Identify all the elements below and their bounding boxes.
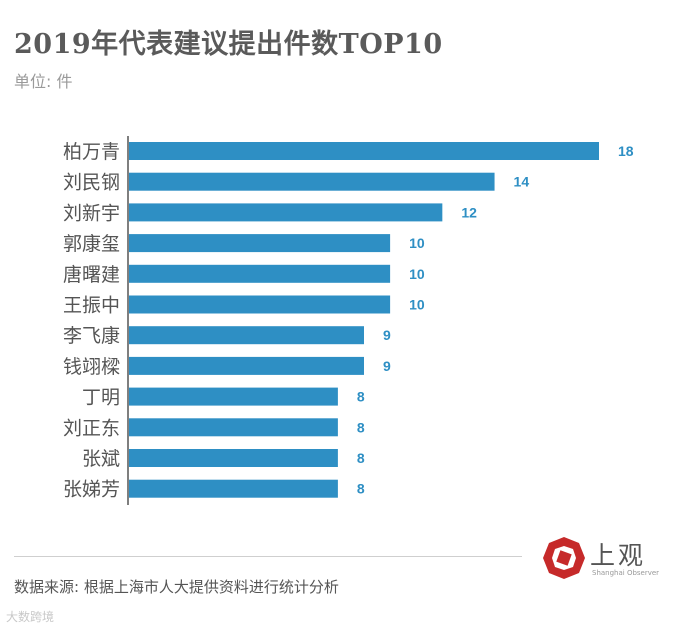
watermark: 大数跨境 <box>6 610 55 624</box>
value-label: 8 <box>357 389 365 405</box>
logo-subtitle: Shanghai Observer <box>592 569 660 577</box>
bar <box>129 356 364 375</box>
category-label: 王振中 <box>63 295 120 317</box>
category-label: 李飞康 <box>63 325 120 347</box>
logo-name: 上观 <box>590 541 647 570</box>
bar <box>129 234 391 253</box>
category-label: 刘正东 <box>63 417 120 439</box>
category-label: 刘新宇 <box>63 202 120 224</box>
data-source: 数据来源: 根据上海市人大提供资料进行统计分析 <box>14 578 339 596</box>
value-label: 10 <box>409 235 425 251</box>
footer-divider <box>14 556 522 557</box>
bar <box>129 326 364 345</box>
bar <box>129 172 495 191</box>
category-label: 柏万青 <box>63 141 120 163</box>
category-label: 郭康玺 <box>63 233 120 255</box>
category-label: 唐曙建 <box>63 264 120 286</box>
shanghai-observer-logo: 上观 Shanghai Observer <box>542 536 692 582</box>
bar <box>129 449 338 467</box>
value-label: 8 <box>357 450 365 466</box>
bar <box>129 387 338 406</box>
value-label: 12 <box>461 204 477 220</box>
bar <box>129 264 391 283</box>
unit-label: 单位: 件 <box>14 72 73 91</box>
category-label: 刘民钢 <box>63 172 120 194</box>
value-label: 10 <box>409 266 425 282</box>
value-label: 14 <box>514 174 530 190</box>
category-label: 钱翊樑 <box>63 356 120 378</box>
bar <box>129 479 338 498</box>
value-label: 8 <box>357 481 365 497</box>
value-label: 18 <box>618 143 634 159</box>
value-label: 9 <box>383 327 391 343</box>
value-label: 9 <box>383 358 391 374</box>
bar <box>129 142 599 160</box>
bar <box>129 203 443 222</box>
bar <box>129 295 391 314</box>
value-label: 10 <box>409 297 425 313</box>
bar-chart: 柏万青 18 刘民钢 14 刘新宇 12 郭康玺 10 唐曙建 10 王振中 10 李飞康 9 钱翊樑 9 丁明… <box>63 136 634 505</box>
chart-title: 2019年代表建议提出件数TOP10 <box>14 29 443 60</box>
category-label: 张娣芳 <box>63 479 120 501</box>
logo-mark-icon <box>543 537 585 579</box>
value-label: 8 <box>357 419 365 435</box>
category-label: 张斌 <box>82 448 120 470</box>
bar <box>129 418 338 437</box>
category-label: 丁明 <box>82 387 120 409</box>
